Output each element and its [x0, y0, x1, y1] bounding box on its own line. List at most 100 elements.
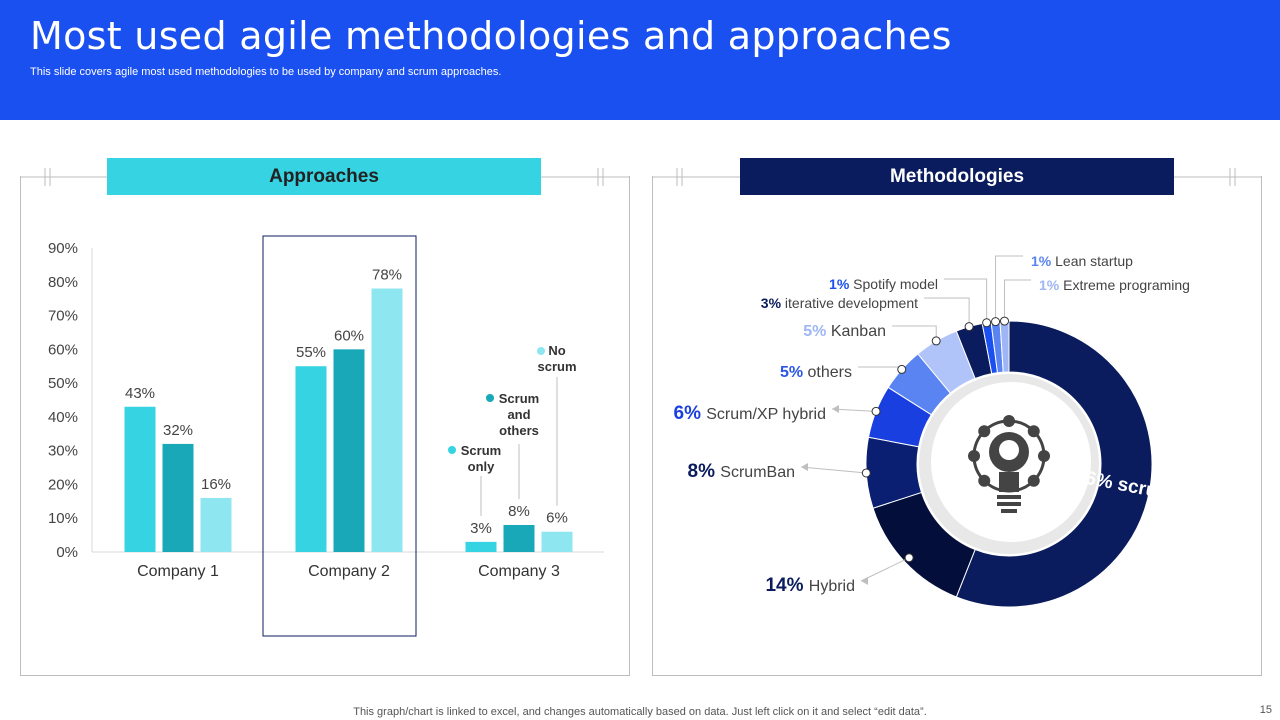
- callout-name: Lean startup: [1055, 253, 1133, 269]
- legend-label: Scrum: [499, 391, 539, 406]
- callout-pct: 8%: [688, 461, 721, 482]
- icon-node: [1027, 474, 1040, 487]
- callout-name: ScrumBan: [720, 464, 795, 481]
- page-subtitle: This slide covers agile most used method…: [30, 66, 502, 78]
- callout-name: others: [808, 364, 852, 381]
- y-tick-label: 90%: [48, 240, 78, 257]
- bar: [503, 524, 535, 552]
- callout-pct: 1%: [829, 276, 853, 292]
- slice-callout: 14% Hybrid: [765, 553, 914, 596]
- bar: [124, 406, 156, 552]
- methodologies-panel: [652, 176, 1262, 676]
- callout-marker: [964, 322, 974, 332]
- slice-callout: 6% Scrum/XP hybrid: [674, 403, 881, 424]
- callout-leader-line: [944, 278, 988, 323]
- data-label: 43%: [125, 385, 155, 402]
- y-tick-label: 80%: [48, 274, 78, 291]
- page-number: 15: [1259, 704, 1272, 716]
- callout-label: 1% Lean startup: [1031, 253, 1133, 269]
- y-tick-label: 60%: [48, 341, 78, 358]
- callout-label: 6% Scrum/XP hybrid: [674, 403, 827, 424]
- approaches-bar-chart: 0% 10% 20% 30% 40% 50% 60% 70% 80% 90% 43% 32% 16% Co…: [48, 235, 604, 637]
- page-title: Most used agile methodologies and approa…: [30, 14, 952, 58]
- callout-name: Kanban: [831, 323, 886, 340]
- slice-callout: 8% ScrumBan: [688, 461, 871, 482]
- y-tick-label: 50%: [48, 375, 78, 392]
- legend-dot: [448, 446, 456, 454]
- bar: [465, 541, 497, 552]
- icon-node: [978, 425, 991, 438]
- data-label: 32%: [163, 422, 193, 439]
- data-label: 3%: [470, 520, 492, 537]
- callout-marker: [991, 317, 1001, 327]
- callout-label: 1% Spotify model: [829, 276, 938, 292]
- callout-marker: [861, 468, 871, 478]
- donut-slice: [955, 320, 1153, 608]
- legend-dot: [537, 347, 545, 355]
- callout-marker: [931, 336, 941, 346]
- callout-arrowhead: [832, 405, 839, 413]
- slice-callout: 5% others: [780, 364, 907, 381]
- callout-label: 5% Kanban: [803, 323, 886, 340]
- bar: [295, 366, 327, 552]
- methodologies-heading: Methodologies: [740, 158, 1174, 195]
- icon-bulb-neck: [999, 472, 1019, 492]
- slice-callout: 3% iterative development: [761, 295, 974, 332]
- callout-marker: [871, 406, 881, 416]
- legend-label: No: [548, 343, 565, 358]
- callout-pct: 3%: [761, 295, 785, 311]
- methodologies-banner-ornament: [652, 168, 1262, 186]
- slice-callout: 1% Lean startup: [991, 253, 1133, 327]
- legend-label: only: [468, 459, 495, 474]
- callout-pct: 14%: [765, 575, 808, 596]
- slice-callout: 1% Extreme programing: [1000, 277, 1190, 326]
- slice-callout: 1% Spotify model: [829, 276, 992, 328]
- highlight-frame: [262, 235, 417, 637]
- data-label: 16%: [201, 476, 231, 493]
- footer-note: This graph/chart is linked to excel, and…: [353, 706, 927, 718]
- x-tick-label: Company 2: [308, 563, 390, 580]
- callout-marker: [897, 364, 907, 374]
- callout-leader-line: [924, 297, 970, 327]
- slice-callout: 5% Kanban: [803, 323, 941, 346]
- callout-leader-line: [858, 366, 903, 370]
- callout-marker: [1000, 316, 1010, 326]
- callout-label: 8% ScrumBan: [688, 461, 795, 482]
- data-label: 55%: [296, 344, 326, 361]
- callout-pct: 6%: [674, 403, 707, 424]
- icon-node: [1038, 450, 1050, 462]
- callout-label: 14% Hybrid: [765, 575, 855, 596]
- callout-arrowhead: [861, 577, 868, 585]
- callout-pct: 1%: [1039, 277, 1063, 293]
- icon-bulb-highlight: [999, 440, 1019, 460]
- x-tick-label: Company 1: [137, 563, 219, 580]
- callout-pct: 1%: [1031, 253, 1055, 269]
- icon-node: [1003, 415, 1015, 427]
- callout-name: Scrum/XP hybrid: [706, 406, 826, 423]
- callout-leader-line: [995, 255, 1023, 322]
- icon-node: [978, 474, 991, 487]
- bar: [371, 288, 403, 552]
- y-tick-label: 70%: [48, 308, 78, 325]
- callout-pct: 5%: [780, 364, 808, 381]
- icon-bulb-base: [1001, 509, 1017, 513]
- title-bar: Most used agile methodologies and approa…: [0, 0, 1280, 120]
- data-label: 78%: [372, 267, 402, 284]
- legend-label: scrum: [537, 359, 576, 374]
- bar: [333, 349, 365, 552]
- callout-name: Extreme programing: [1063, 277, 1190, 293]
- icon-bulb-base: [997, 495, 1021, 499]
- callout-name: Hybrid: [809, 578, 855, 595]
- icon-node: [968, 450, 980, 462]
- data-label: 8%: [508, 503, 530, 520]
- callout-label: 5% others: [780, 364, 852, 381]
- icon-node: [1027, 425, 1040, 438]
- approaches-heading: Approaches: [107, 158, 541, 195]
- callout-label: 1% Extreme programing: [1039, 277, 1190, 293]
- legend-label: others: [499, 423, 539, 438]
- icon-bulb-base: [997, 502, 1021, 506]
- callout-name: iterative development: [785, 295, 918, 311]
- y-tick-label: 0%: [56, 544, 78, 561]
- callout-marker: [982, 318, 992, 328]
